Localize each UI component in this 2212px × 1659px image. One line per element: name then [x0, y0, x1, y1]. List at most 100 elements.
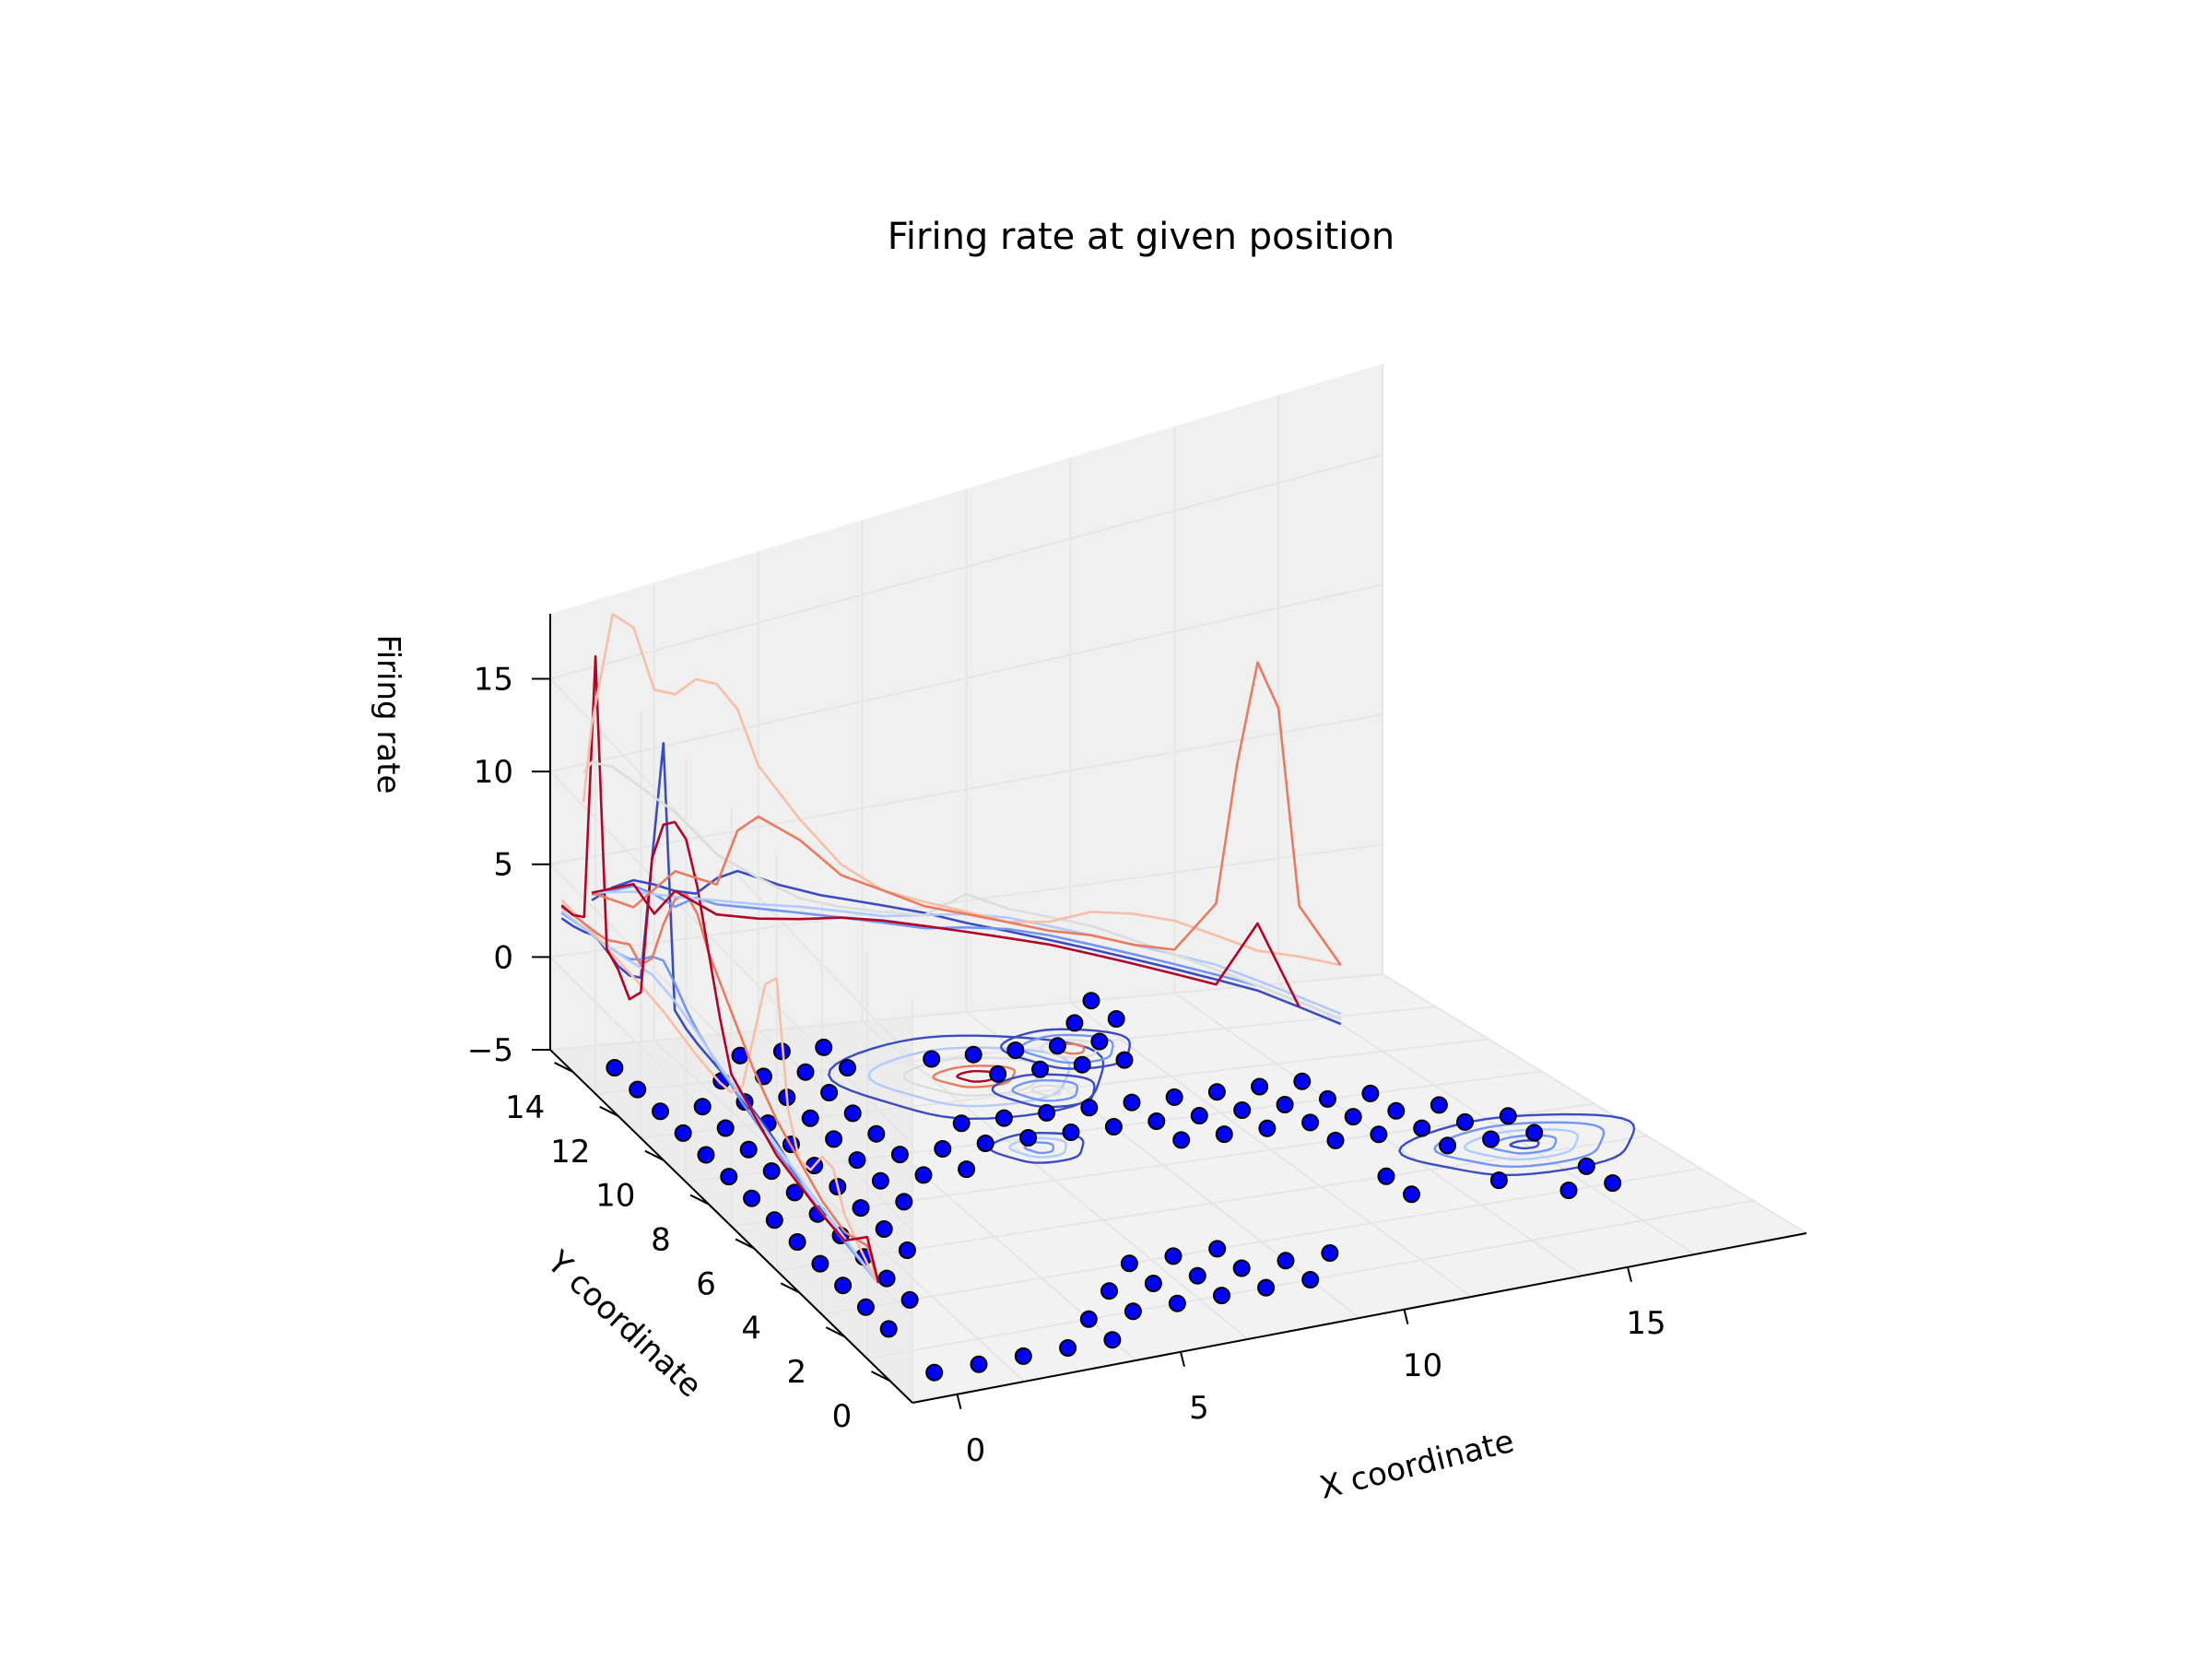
contour-ring [1019, 1033, 1114, 1065]
x-axis-label: X coordinate [1316, 1423, 1518, 1507]
scatter-point [1104, 1118, 1123, 1135]
scatter-point [1079, 1310, 1098, 1328]
scatter-point [898, 1241, 916, 1259]
scatter-point [743, 1189, 761, 1207]
y-axis-label: Y coordinate [539, 1243, 709, 1405]
scatter-point [879, 1320, 898, 1338]
scatter-point [1559, 1182, 1578, 1199]
scatter-point [1100, 1282, 1118, 1300]
scatter-point [1006, 1041, 1025, 1059]
scatter-point [1144, 1275, 1162, 1292]
scatter-point [762, 1162, 781, 1181]
scatter-point [871, 1171, 889, 1190]
y-wall-series-line [591, 882, 1300, 1008]
contour-ring [902, 1056, 1041, 1097]
scatter-point [785, 1183, 804, 1202]
y-tick-mark [825, 1326, 845, 1338]
scatter-point [1082, 992, 1100, 1010]
axis-lines [532, 614, 1807, 1410]
scatter-point [1277, 1252, 1295, 1270]
y-tick-label: 12 [550, 1134, 590, 1171]
scatter-point [1430, 1096, 1448, 1114]
scatter-point [697, 1146, 715, 1164]
scatter-point [1326, 1131, 1345, 1149]
y-tick-mark [780, 1282, 800, 1294]
y-tick-mark [735, 1238, 755, 1250]
z-tick-label: 10 [474, 754, 513, 791]
y-tick-mark [689, 1194, 710, 1206]
scatter-point [890, 1146, 909, 1164]
scatter-point [989, 1065, 1007, 1083]
contour-ring [956, 1069, 995, 1083]
scatter-point [1059, 1339, 1077, 1357]
scatter-point [1090, 1032, 1109, 1051]
scatter-point [652, 1102, 669, 1121]
x-wall-series-line [560, 892, 880, 1284]
scatter-point [606, 1059, 624, 1077]
scatter-point [1188, 1266, 1206, 1285]
contour-ring [988, 1131, 1085, 1164]
y-tick-label: 8 [651, 1222, 671, 1259]
y-tick-label: 14 [505, 1089, 545, 1126]
scatter-point [674, 1124, 692, 1142]
scatter-point [875, 1220, 893, 1238]
scatter-point [716, 1119, 735, 1137]
contour-ring [1039, 1039, 1098, 1059]
x-wall-series-line [560, 899, 880, 1284]
y-wall-series-line [582, 613, 1342, 967]
scatter-point [1525, 1124, 1544, 1142]
wall-projections [560, 613, 1342, 1284]
contour-ring [1433, 1121, 1606, 1169]
y-wall-series-line [582, 760, 1342, 1020]
x-tick-mark [1403, 1309, 1409, 1325]
floor-layer [606, 992, 1636, 1382]
scatter-point [952, 1114, 971, 1133]
scatter-point [693, 1098, 712, 1116]
y-tick-mark [644, 1149, 665, 1161]
z-tick-label: 15 [474, 661, 513, 698]
axes-panes [550, 363, 1806, 1403]
x-tick-label: 0 [966, 1432, 986, 1469]
scatter-point [934, 1140, 952, 1158]
scatter-point [820, 1084, 839, 1101]
y-tick-mark [870, 1371, 890, 1382]
contour-ring [932, 1065, 1017, 1088]
scatter-point [1387, 1101, 1406, 1120]
scatter-point [796, 1063, 815, 1081]
scatter-point [1604, 1174, 1622, 1193]
scatter-point [1031, 1060, 1049, 1078]
scatter-point [970, 1355, 988, 1373]
scatter-point [1232, 1259, 1251, 1277]
scatter-point [1321, 1244, 1339, 1262]
scatter-point [1276, 1096, 1294, 1113]
y-wall-series-line [591, 661, 1342, 966]
contour-ring [1008, 1136, 1067, 1159]
x-tick-mark [956, 1394, 962, 1410]
scatter-point [1190, 1107, 1208, 1124]
scatter-point [1370, 1125, 1388, 1144]
z-axis-label: Firing rate [370, 635, 406, 794]
scatter-point [1172, 1131, 1191, 1149]
contour-ring [1011, 1078, 1079, 1102]
scatter-point [815, 1038, 833, 1056]
x-tick-label: 15 [1626, 1305, 1665, 1342]
scatter-point [848, 1151, 866, 1170]
scatter-point [834, 1277, 853, 1295]
y-tick-label: 0 [832, 1398, 853, 1435]
y-tick-mark [554, 1062, 574, 1073]
scatter-point [1124, 1302, 1142, 1321]
scatter-point [839, 1059, 856, 1077]
scatter-point [765, 1211, 783, 1230]
scatter-point [1168, 1294, 1186, 1312]
scatter-point [1115, 1051, 1134, 1069]
scatter-point [1080, 1099, 1099, 1117]
scatter-point [1439, 1136, 1457, 1155]
scatter-point [811, 1254, 830, 1273]
scatter-point [895, 1193, 913, 1211]
contour-ring [1030, 1084, 1062, 1097]
scatter-point [1377, 1167, 1395, 1185]
scatter-point [1107, 1010, 1125, 1028]
scatter-point [964, 1045, 982, 1064]
scatter-point [1019, 1129, 1038, 1147]
